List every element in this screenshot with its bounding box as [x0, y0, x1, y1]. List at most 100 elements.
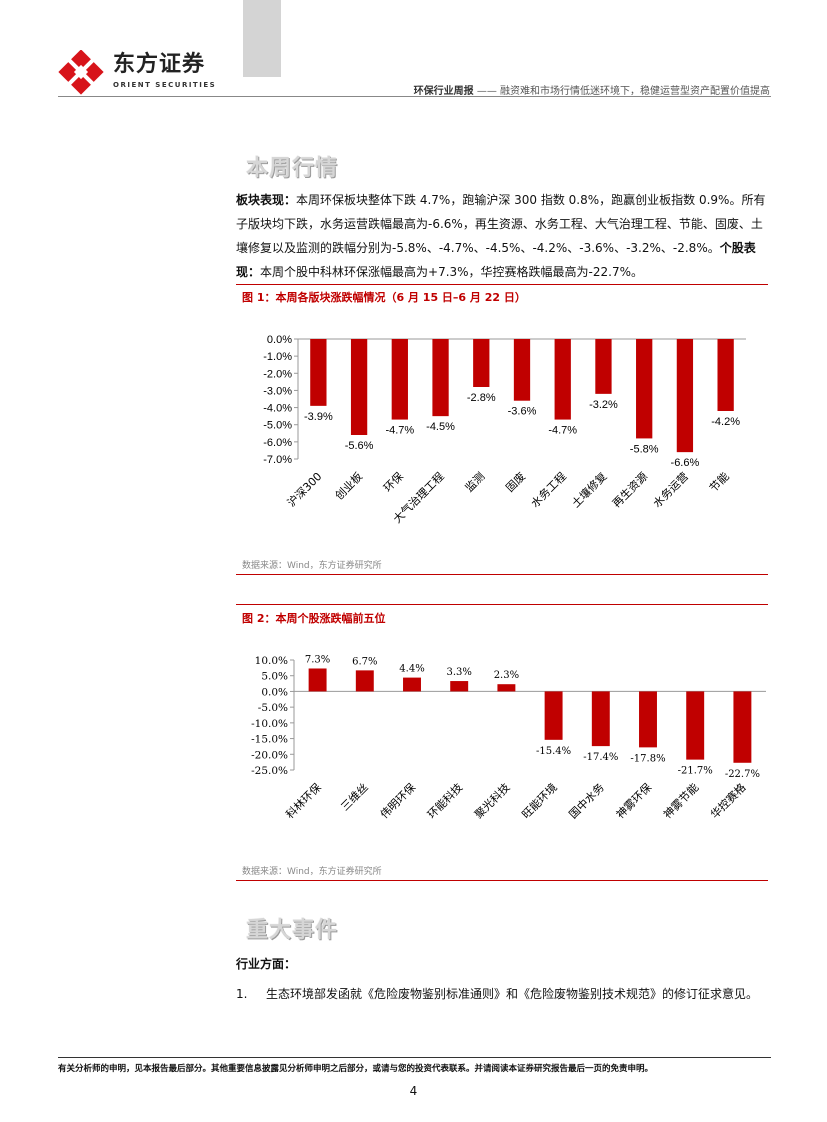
- chart2-bar: [355, 670, 374, 692]
- chart2-bar: [450, 681, 469, 692]
- event-item-text: 生态环境部发函就《危险废物鉴别标准通则》和《危险废物鉴别技术规范》的修订征求意见…: [266, 987, 759, 1001]
- chart1-bar: [717, 339, 734, 411]
- chart1-tick-label: -4.0%: [263, 403, 292, 415]
- chart2-category-label: 神雾环保: [613, 780, 654, 821]
- section-title-events: 重大事件: [246, 918, 339, 943]
- chart1-tick-label: 0.0%: [267, 334, 292, 346]
- chart2-data-label: -22.7%: [725, 769, 760, 780]
- chart1-tick-label: -7.0%: [263, 454, 292, 466]
- chart2-category-label: 聚光科技: [472, 780, 513, 821]
- stock-text: 本周个股中科林环保涨幅最高为+7.3%，华控赛格跌幅最高为-22.7%。: [260, 265, 644, 279]
- chart2-category-label: 国中水务: [567, 781, 607, 821]
- chart2-category-label: 神雾节能: [660, 780, 701, 821]
- chart1-category-label: 监测: [463, 470, 488, 495]
- chart1-bar: [513, 339, 531, 401]
- sector-change-chart: 0.0% -1.0% -2.0% -3.0% -4.0% -5.0% -6.0% -7.0% -…: [263, 334, 746, 526]
- chart1-bar: [473, 339, 490, 387]
- sector-lead: 板块表现：: [236, 193, 297, 207]
- market-paragraph: 板块表现：本周环保板块整体下跌 4.7%，跑输沪深 300 指数 0.8%，跑赢…: [236, 188, 768, 284]
- figure2-top-rule: [236, 604, 768, 605]
- chart1-tick-label: -6.0%: [263, 437, 292, 449]
- chart1-data-label: -4.5%: [426, 421, 455, 433]
- chart1-data-label: -3.6%: [508, 406, 537, 418]
- figure2-bottom-rule: [236, 880, 768, 881]
- stock-lead: 个股表现：: [236, 241, 756, 279]
- stock-change-chart: 10.0% 5.0% 0.0% -5.0% -10.0% -15.0% -20.0% -25.…: [251, 654, 766, 821]
- page-number: 4: [409, 1084, 418, 1098]
- chart2-data-label: 2.3%: [494, 670, 519, 681]
- chart1-category-label: 水务工程: [529, 470, 569, 510]
- chart2-tick-label: -20.0%: [251, 749, 288, 761]
- chart2-data-label: -17.8%: [630, 753, 665, 764]
- chart1-category-label: 水务运营: [650, 469, 691, 510]
- footer-divider: [58, 1057, 771, 1058]
- chart1-category-label: 沪深300: [284, 469, 324, 509]
- chart1-bar: [595, 339, 612, 394]
- figure1-title: 图 1：本周各版块涨跌幅情况（6 月 15 日–6 月 22 日）: [242, 291, 526, 304]
- chart1-category-label: 创业板: [332, 469, 365, 502]
- chart2-tick-label: 5.0%: [261, 671, 288, 683]
- chart2-data-label: -21.7%: [678, 766, 713, 777]
- chart1-data-label: -3.9%: [304, 411, 333, 423]
- logo-mark-icon: [58, 49, 104, 95]
- chart1-bar: [432, 339, 449, 417]
- chart2-tick-label: -25.0%: [251, 765, 288, 777]
- chart2-tick-label: -10.0%: [251, 718, 288, 730]
- chart2-category-label: 伟明环保: [377, 780, 418, 821]
- chart2-category-label: 环能科技: [424, 780, 465, 821]
- chart2-tick-label: 0.0%: [261, 686, 288, 698]
- chart2-bar: [639, 691, 657, 748]
- chart1-bar: [554, 339, 571, 420]
- chart1-category-label: 土壤修复: [569, 469, 610, 510]
- chart1-bar: [310, 339, 327, 406]
- figure2-source: 数据来源：Wind，东方证券研究所: [242, 867, 382, 877]
- figure2-title: 图 2：本周个股涨跌幅前五位: [242, 612, 386, 625]
- chart1-data-label: -5.6%: [345, 440, 374, 452]
- chart1-data-label: -2.8%: [467, 392, 496, 404]
- chart2-data-label: 6.7%: [352, 656, 377, 667]
- chart2-bar: [308, 668, 327, 692]
- chart1-bar: [636, 339, 653, 439]
- chart1-bar: [391, 339, 408, 420]
- chart2-tick-label: 10.0%: [255, 655, 288, 667]
- chart2-tick-label: -15.0%: [251, 734, 288, 746]
- sector-text: 本周环保板块整体下跌 4.7%，跑输沪深 300 指数 0.8%，跑赢创业板指数…: [236, 193, 766, 255]
- chart1-tick-label: -3.0%: [263, 385, 292, 397]
- chart2-data-label: 4.4%: [399, 664, 424, 675]
- report-subtitle: —— 融资难和市场行情低迷环境下，稳健运营型资产配置价值提高: [476, 86, 770, 97]
- chart2-data-label: -15.4%: [536, 746, 571, 757]
- event-item-number: 1.: [236, 987, 248, 1001]
- chart1-data-label: -4.2%: [711, 416, 740, 428]
- company-logo: 东方证券 ORIENT SECURITIES: [58, 49, 218, 95]
- chart2-bar: [591, 691, 610, 747]
- chart2-tick-label: -5.0%: [258, 702, 288, 714]
- chart1-bar: [350, 339, 368, 435]
- figure1-source: 数据来源：Wind，东方证券研究所: [242, 561, 382, 571]
- logo-text-cn: 东方证券: [113, 52, 206, 77]
- chart2-bar: [403, 677, 421, 692]
- footer-disclaimer: 有关分析师的申明，见本报告最后部分。其他重要信息披露见分析师申明之后部分，或请与…: [58, 1064, 654, 1074]
- chart1-data-label: -5.8%: [630, 443, 659, 455]
- section-title-market: 本周行情: [246, 156, 339, 181]
- report-type: 环保行业周报: [413, 86, 474, 97]
- chart2-category-label: 三维丝: [338, 781, 371, 814]
- chart1-tick-label: -1.0%: [263, 351, 292, 363]
- chart1-category-label: 环保: [380, 469, 405, 494]
- chart1-tick-label: -2.0%: [263, 368, 292, 380]
- chart2-category-label: 旺能环境: [519, 780, 560, 821]
- figure1-top-rule: [236, 284, 768, 285]
- chart2-bar: [544, 691, 563, 740]
- event-item-1: 1. 生态环境部发函就《危险废物鉴别标准通则》和《危险废物鉴别技术规范》的修订征求…: [236, 985, 758, 1002]
- chart2-data-label: 7.3%: [305, 654, 330, 665]
- chart2-category-label: 华控赛格: [708, 780, 749, 821]
- chart2-bar: [497, 684, 516, 692]
- report-header: 环保行业周报 —— 融资难和市场行情低迷环境下，稳健运营型资产配置价值提高: [414, 82, 770, 97]
- chart1-data-label: -4.7%: [385, 425, 414, 437]
- chart1-bar: [676, 339, 694, 453]
- header-gray-tab: [243, 0, 281, 77]
- chart1-tick-label: -5.0%: [263, 420, 292, 432]
- chart2-bar: [733, 691, 752, 763]
- figure1-bottom-rule: [236, 574, 768, 575]
- industry-subheading: 行业方面：: [236, 957, 297, 971]
- chart2-category-label: 科林环保: [283, 780, 324, 821]
